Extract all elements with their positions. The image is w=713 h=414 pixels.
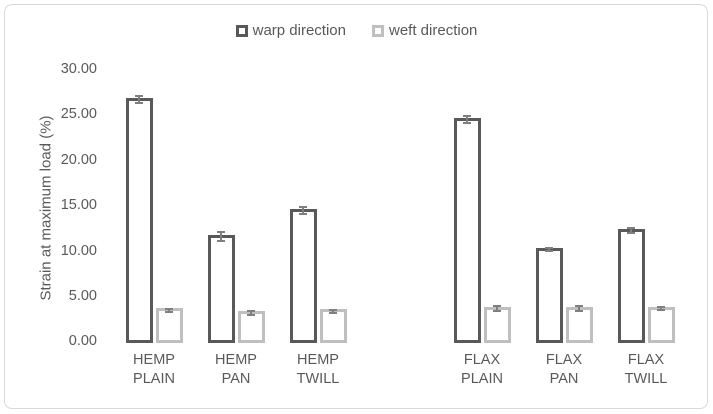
warp-series-swatch-icon: [235, 25, 248, 37]
legend: warp direction weft direction: [0, 22, 713, 40]
bar-weft-hemp-twill: [319, 309, 347, 344]
y-tick-label: 10.00: [60, 242, 97, 259]
y-tick-label: 0.00: [68, 333, 97, 350]
bar-warp-flax-twill: [617, 228, 645, 344]
legend-item-weft: weft direction: [372, 22, 477, 40]
x-category-label-hemp-twill: HEMP TWILL: [296, 352, 340, 387]
error-bar-warp-flax-plain: [463, 115, 472, 125]
bar-weft-hemp-pan: [237, 311, 265, 344]
bar-weft-flax-pan: [565, 306, 593, 344]
error-bar-weft-hemp-pan: [247, 310, 256, 316]
error-bar-weft-flax-plain: [493, 304, 502, 313]
x-category-label-hemp-pan: HEMP PAN: [215, 352, 257, 387]
bar-warp-flax-pan: [535, 247, 563, 344]
y-tick-label: 5.00: [68, 287, 97, 304]
error-bar-warp-flax-pan: [545, 247, 554, 252]
bar-warp-hemp-pan: [207, 234, 235, 344]
y-tick-label: 15.00: [60, 197, 97, 214]
x-category-label-flax-twill: FLAX TWILL: [624, 352, 668, 387]
bar-weft-hemp-plain: [155, 308, 183, 344]
bar-warp-hemp-plain: [125, 97, 153, 344]
weft-series-swatch-icon: [372, 25, 384, 37]
error-bar-warp-flax-twill: [627, 226, 636, 235]
error-bar-warp-hemp-plain: [135, 95, 144, 105]
error-bar-weft-hemp-twill: [329, 308, 338, 315]
x-category-label-flax-pan: FLAX PAN: [545, 352, 583, 387]
legend-item-warp: warp direction: [235, 22, 346, 40]
chart-frame-border: [4, 4, 708, 409]
error-bar-warp-hemp-pan: [217, 231, 226, 243]
bar-weft-flax-twill: [647, 306, 675, 344]
error-bar-weft-flax-pan: [575, 304, 584, 313]
error-bar-weft-hemp-plain: [165, 307, 174, 314]
y-tick-label: 30.00: [60, 61, 97, 77]
error-bar-weft-flax-twill: [657, 306, 666, 311]
y-tick-label: 20.00: [60, 151, 97, 168]
legend-label-weft: weft direction: [389, 22, 478, 39]
bar-warp-flax-plain: [453, 117, 481, 344]
bar-warp-hemp-twill: [289, 208, 317, 344]
x-category-label-hemp-plain: HEMP PLAIN: [133, 352, 175, 387]
error-bar-warp-hemp-twill: [299, 206, 308, 215]
legend-label-warp: warp direction: [252, 22, 346, 39]
y-tick-label: 25.00: [60, 106, 97, 123]
x-category-label-flax-plain: FLAX PLAIN: [461, 352, 503, 387]
